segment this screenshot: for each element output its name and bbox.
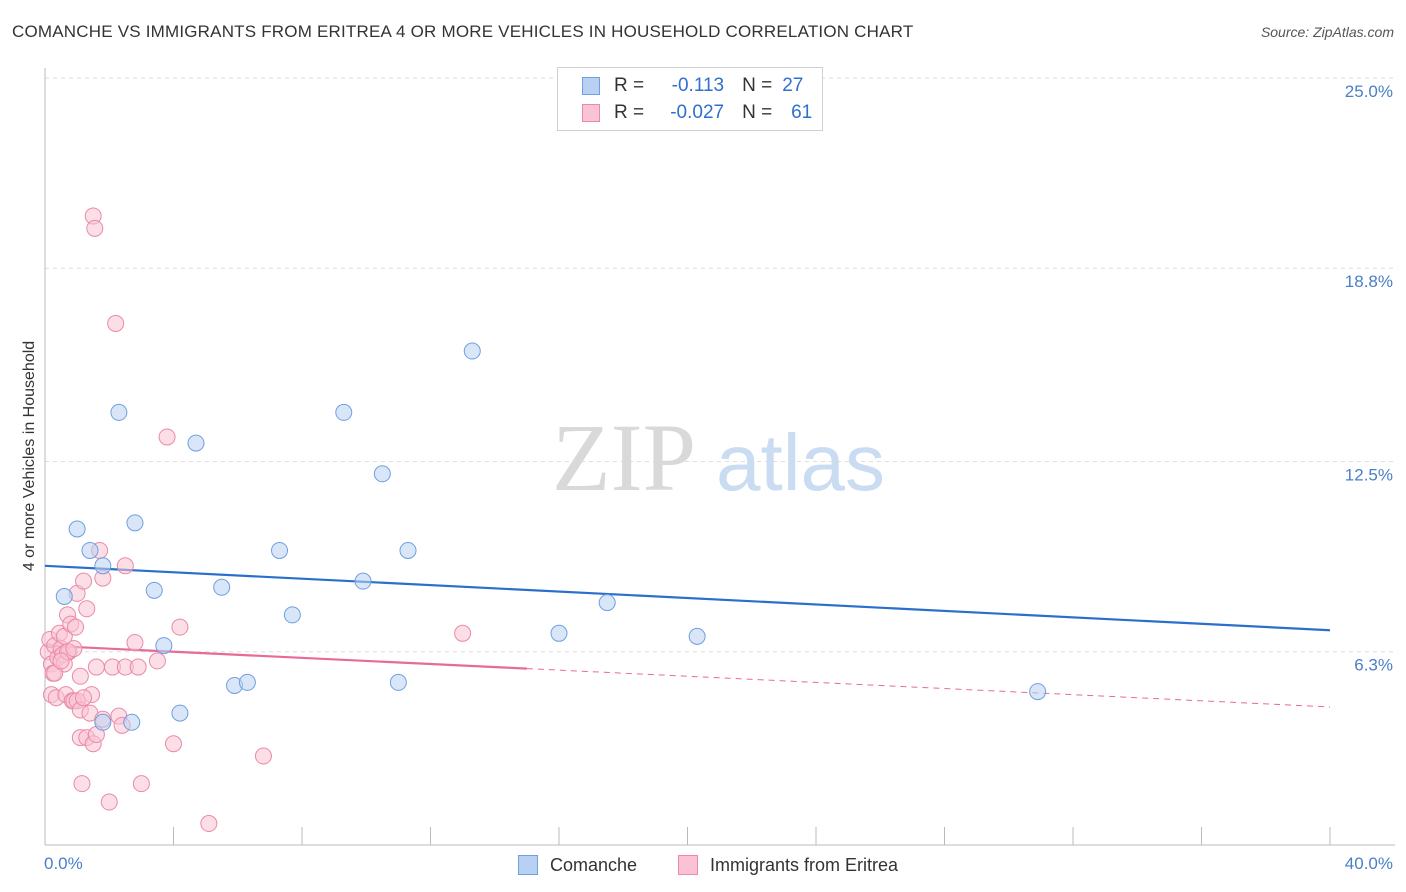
eritrea-point <box>78 600 96 618</box>
eritrea-point <box>126 634 144 652</box>
series-legend: Comanche Immigrants from Eritrea <box>0 852 1406 878</box>
eritrea-point <box>454 624 472 642</box>
comanche-point <box>126 514 144 532</box>
eritrea-point <box>132 775 150 793</box>
eritrea-point <box>75 689 93 707</box>
y-tick-labels: 6.3% 12.5% 18.8% 25.0% <box>1345 82 1393 675</box>
comanche-point <box>155 637 173 655</box>
comanche-point <box>171 704 189 722</box>
y-axis-label: 4 or more Vehicles in Household <box>21 341 38 571</box>
eritrea-point <box>116 557 134 575</box>
comanche-trend-line <box>44 564 1331 632</box>
comanche-point <box>283 606 301 624</box>
eritrea-point <box>129 658 147 676</box>
legend-row-comanche: R = -0.113 N = 27 <box>582 74 803 98</box>
comanche-point <box>271 541 289 559</box>
comanche-point <box>55 587 73 605</box>
comanche-point <box>373 465 391 483</box>
comanche-point <box>213 578 231 596</box>
r-value: -0.113 <box>671 75 725 96</box>
y-tick-label: 18.8% <box>1345 272 1393 291</box>
n-value: 27 <box>782 75 804 96</box>
eritrea-point <box>73 775 91 793</box>
comanche-point <box>110 403 128 421</box>
r-label: R = <box>614 75 645 96</box>
y-tick-label: 25.0% <box>1345 82 1393 101</box>
comanche-point <box>123 713 141 731</box>
eritrea-trend-line-dashed <box>526 668 1331 708</box>
y-tick-label: 6.3% <box>1354 656 1393 675</box>
eritrea-point <box>148 652 166 670</box>
trend-lines <box>44 564 1331 708</box>
comanche-point <box>463 342 481 360</box>
r-label: R = <box>614 102 645 123</box>
comanche-point <box>550 624 568 642</box>
eritrea-point <box>65 640 83 658</box>
y-tick-label: 12.5% <box>1345 466 1393 485</box>
comanche-point <box>389 673 407 691</box>
eritrea-point <box>158 428 176 446</box>
eritrea-point <box>67 618 85 636</box>
comanche-point <box>335 403 353 421</box>
x-tick-label: 40.0% <box>1345 854 1393 873</box>
comanche-point <box>238 673 256 691</box>
legend-item-comanche: Comanche <box>518 852 637 878</box>
watermark-zip: ZIP <box>552 404 696 511</box>
legend-item-eritrea: Immigrants from Eritrea <box>678 852 898 878</box>
comanche-swatch <box>518 855 538 875</box>
comanche-point <box>688 627 706 645</box>
eritrea-point <box>165 735 182 753</box>
eritrea-point <box>71 667 89 685</box>
eritrea-trend-line-solid <box>44 644 527 670</box>
eritrea-swatch <box>678 855 698 875</box>
eritrea-swatch <box>582 104 600 122</box>
comanche-point <box>94 713 112 731</box>
n-label: N = <box>742 102 773 123</box>
comanche-point <box>81 541 99 559</box>
eritrea-point <box>171 618 189 636</box>
comanche-point <box>354 572 372 590</box>
chart-title: COMANCHE VS IMMIGRANTS FROM ERITREA 4 OR… <box>12 22 914 41</box>
legend-row-eritrea: R = -0.027 N = 61 <box>582 101 812 125</box>
comanche-point <box>187 434 205 452</box>
eritrea-point <box>200 815 218 833</box>
watermark-atlas: atlas <box>716 418 885 507</box>
n-value: 61 <box>791 102 813 123</box>
legend-label-eritrea: Immigrants from Eritrea <box>710 854 899 875</box>
comanche-point <box>68 520 86 538</box>
comanche-swatch <box>582 77 600 95</box>
comanche-point <box>94 557 112 575</box>
data-points <box>39 207 1047 833</box>
comanche-point <box>145 581 163 599</box>
comanche-point <box>598 594 616 612</box>
eritrea-point <box>254 747 272 765</box>
eritrea-point <box>75 572 93 590</box>
source-label: Source: ZipAtlas.com <box>1260 24 1394 40</box>
correlation-legend: R = -0.113 N = 27 R = -0.027 N = 61 <box>557 67 823 131</box>
x-tick-label: 0.0% <box>44 854 83 873</box>
eritrea-point <box>86 219 104 237</box>
x-tick-labels: 0.0% 40.0% <box>44 854 1393 873</box>
eritrea-point <box>87 658 105 676</box>
eritrea-point <box>52 652 70 670</box>
eritrea-point <box>107 314 125 332</box>
n-label: N = <box>742 75 773 96</box>
comanche-point <box>399 541 417 559</box>
comanche-point <box>1029 683 1047 701</box>
legend-label-comanche: Comanche <box>550 854 638 875</box>
r-value: -0.027 <box>670 102 725 123</box>
eritrea-point <box>100 793 118 811</box>
axes <box>44 68 1395 846</box>
grid-lines <box>45 77 1395 653</box>
